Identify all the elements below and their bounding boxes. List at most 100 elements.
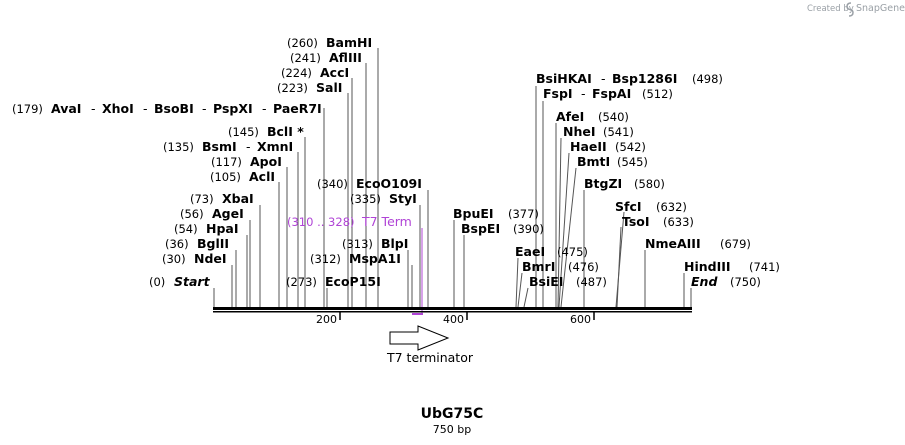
- enzyme-name: MspA1I: [349, 251, 401, 266]
- site-label-sfci[interactable]: SfcI (632): [615, 199, 687, 214]
- leader-bmri: [517, 272, 523, 308]
- site-label-ndei[interactable]: (30) NdeI: [162, 251, 227, 266]
- site-position: (750): [730, 275, 761, 289]
- site-label-start[interactable]: (0) Start: [149, 274, 211, 289]
- site-label-haeii[interactable]: HaeII (542): [570, 139, 646, 154]
- svg-text:-: -: [91, 101, 96, 116]
- site-label-styi[interactable]: (335) StyI: [350, 191, 417, 206]
- enzyme-name: BsoBI: [154, 101, 194, 116]
- site-label-afei[interactable]: AfeI (540): [556, 109, 629, 124]
- enzyme-name: HindIII: [684, 259, 731, 274]
- svg-text:-: -: [581, 86, 586, 101]
- leader-bsiei: [523, 287, 529, 308]
- enzyme-name: BsiHKAI: [536, 71, 592, 86]
- site-position: (73): [190, 192, 214, 206]
- enzyme-name: StyI: [389, 191, 417, 206]
- site-position: (475): [557, 245, 588, 259]
- enzyme-name: SfcI: [615, 199, 642, 214]
- site-position: (313): [342, 237, 373, 251]
- site-label-bspei[interactable]: (390) BspEI: [461, 221, 544, 236]
- site-position: (54): [174, 222, 198, 236]
- feature-label-t7-term[interactable]: (310 .. 328) T7 Term: [287, 214, 412, 229]
- site-label-bmri[interactable]: BmrI (476): [522, 259, 599, 274]
- site-label-ecop15i[interactable]: (273) EcoP15I: [286, 274, 381, 289]
- enzyme-name: HpaI: [206, 221, 239, 236]
- enzyme-name: BpuEI: [453, 206, 494, 221]
- site-position: (679): [720, 237, 751, 251]
- enzyme-name: BamHI: [326, 35, 372, 50]
- site-label-acci[interactable]: (224) AccI: [281, 65, 349, 80]
- feature-t7-terminator[interactable]: T7 terminator: [386, 325, 474, 365]
- site-position: (0): [149, 275, 165, 289]
- site-label-agei[interactable]: (56) AgeI: [180, 206, 244, 221]
- site-label-bsihkai[interactable]: BsiHKAI - Bsp1286I (498): [536, 71, 723, 86]
- tick-label: 200: [316, 313, 337, 326]
- site-label-fspi[interactable]: FspI - FspAI (512): [543, 86, 673, 101]
- site-label-sali[interactable]: (223) SalI: [277, 80, 342, 95]
- enzyme-name: BmtI: [577, 154, 610, 169]
- enzyme-name: AflIII: [329, 50, 362, 65]
- site-label-acli[interactable]: (105) AclI: [210, 169, 275, 184]
- site-position: (340): [317, 177, 348, 191]
- site-position: (241): [290, 51, 321, 65]
- enzyme-name: NdeI: [194, 251, 227, 266]
- enzyme-name: PspXI: [213, 101, 253, 116]
- site-position: (117): [211, 155, 242, 169]
- site-label-bpuei[interactable]: (377) BpuEI: [453, 206, 539, 221]
- site-position: (273): [286, 275, 317, 289]
- site-label-mspa1i[interactable]: (312) MspA1I: [310, 251, 401, 266]
- site-label-bcli[interactable]: (145) BclI *: [228, 124, 304, 139]
- site-label-hindiii[interactable]: HindIII (741): [684, 259, 780, 274]
- enzyme-name: BmrI: [522, 259, 555, 274]
- site-position: (105): [210, 170, 241, 184]
- enzyme-name: AclI: [249, 169, 275, 184]
- sequence-title: UbG75C: [421, 406, 484, 422]
- snapgene-credit: Created by SnapGene: [807, 2, 905, 17]
- site-label-afliii[interactable]: (241) AflIII: [290, 50, 362, 65]
- site-label-nhei[interactable]: NheI (541): [563, 124, 634, 139]
- site-position: (476): [568, 260, 599, 274]
- site-label-tsoi[interactable]: TsoI (633): [622, 214, 694, 229]
- site-label-hpai[interactable]: (54) HpaI: [174, 221, 239, 236]
- enzyme-name: FspAI: [592, 86, 631, 101]
- enzyme-name: ApoI: [250, 154, 282, 169]
- site-label-blpi[interactable]: (313) BlpI: [342, 236, 408, 251]
- sequence-backbone: [213, 307, 692, 313]
- site-label-bamhi[interactable]: (260) BamHI: [287, 35, 372, 50]
- enzyme-name: Bsp1286I: [612, 71, 677, 86]
- enzyme-name: TsoI: [622, 214, 650, 229]
- site-label-bmti[interactable]: BmtI (545): [577, 154, 648, 169]
- credit-brand: SnapGene: [856, 3, 905, 14]
- site-label-avai[interactable]: (179) AvaI - XhoI - BsoBI - PspXI - PaeR…: [12, 101, 322, 116]
- site-label-apoi[interactable]: (117) ApoI: [211, 154, 282, 169]
- site-position: (223): [277, 81, 308, 95]
- enzyme-name: XbaI: [222, 191, 254, 206]
- enzyme-name: BglII: [197, 236, 229, 251]
- site-label-xbai[interactable]: (73) XbaI: [190, 191, 254, 206]
- site-label-bglii[interactable]: (36) BglII: [165, 236, 229, 251]
- site-label-ecoo109i[interactable]: (340) EcoO109I: [317, 176, 422, 191]
- feature-short-name: T7 Term: [361, 214, 412, 229]
- enzyme-name: End: [691, 274, 718, 289]
- site-position: (487): [576, 275, 607, 289]
- enzyme-name: FspI: [543, 86, 573, 101]
- site-label-end[interactable]: End (750): [691, 274, 761, 289]
- site-position: (512): [642, 87, 673, 101]
- site-label-eaei[interactable]: EaeI (475): [515, 244, 588, 259]
- site-label-bsmi[interactable]: (135) BsmI - XmnI: [163, 139, 293, 154]
- site-position: (36): [165, 237, 189, 251]
- site-position: (498): [692, 72, 723, 86]
- snapgene-logo-icon: [846, 2, 854, 17]
- site-position: (260): [287, 36, 318, 50]
- credit-prefix: Created by: [807, 4, 854, 14]
- enzyme-name: XmnI: [257, 139, 293, 154]
- site-label-nmeaiii[interactable]: NmeAIII (679): [645, 236, 751, 251]
- svg-text:-: -: [246, 139, 251, 154]
- site-position: (632): [656, 200, 687, 214]
- leader-haeii: [558, 152, 570, 308]
- site-label-bsiei[interactable]: BsiEI (487): [529, 274, 607, 289]
- enzyme-name: AccI: [320, 65, 349, 80]
- feature-arrow-icon[interactable]: [389, 325, 450, 351]
- site-label-btgzi[interactable]: BtgZI (580): [584, 176, 665, 191]
- site-leader-lines: [213, 48, 692, 308]
